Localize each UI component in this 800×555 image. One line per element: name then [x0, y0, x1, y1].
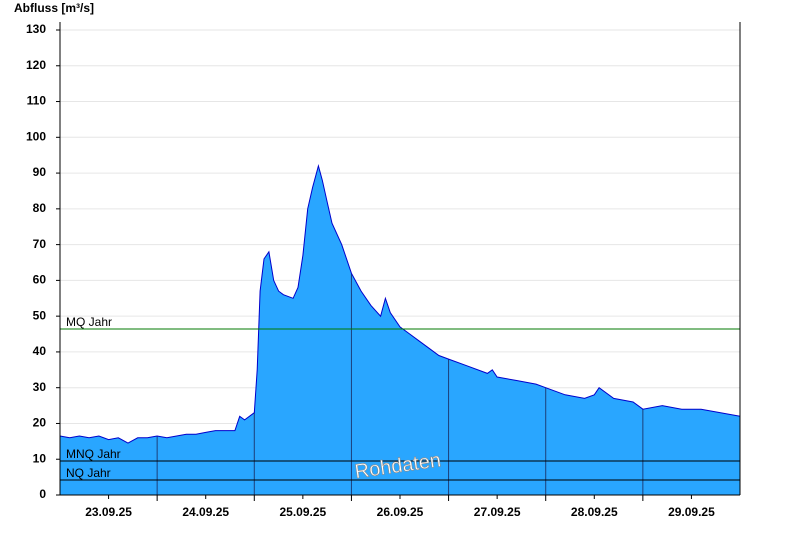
y-tick-label: 40: [33, 344, 47, 358]
line: [59, 163, 741, 444]
y-tick-label: 130: [26, 22, 46, 36]
y-tick-label: 50: [33, 308, 47, 322]
y-tick-label: 0: [39, 487, 46, 501]
y-tick-label: 80: [33, 201, 47, 215]
x-tick-label: 25.09.25: [279, 505, 326, 519]
y-tick-label: 120: [26, 58, 46, 72]
x-tick-label: 28.09.25: [571, 505, 618, 519]
y-tick-label: 20: [33, 416, 47, 430]
y-tick-label: 70: [33, 237, 47, 251]
x-tick-label: 23.09.25: [85, 505, 132, 519]
reference-label: MQ Jahr: [66, 315, 112, 329]
x-tick-label: 24.09.25: [182, 505, 229, 519]
y-tick-label: 100: [26, 129, 46, 143]
x-tick-label: 29.09.25: [668, 505, 715, 519]
x-tick-label: 26.09.25: [377, 505, 424, 519]
y-tick-label: 10: [33, 451, 47, 465]
y-tick-label: 110: [27, 94, 47, 108]
y-axis-label: Abfluss [m³/s]: [14, 1, 94, 15]
area: [60, 165, 740, 495]
reference-label: NQ Jahr: [66, 466, 111, 480]
y-tick-label: 30: [33, 380, 47, 394]
reference-label: MNQ Jahr: [66, 447, 121, 461]
x-tick-label: 27.09.25: [474, 505, 521, 519]
y-tick-label: 60: [33, 273, 47, 287]
y-tick-label: 90: [33, 165, 47, 179]
